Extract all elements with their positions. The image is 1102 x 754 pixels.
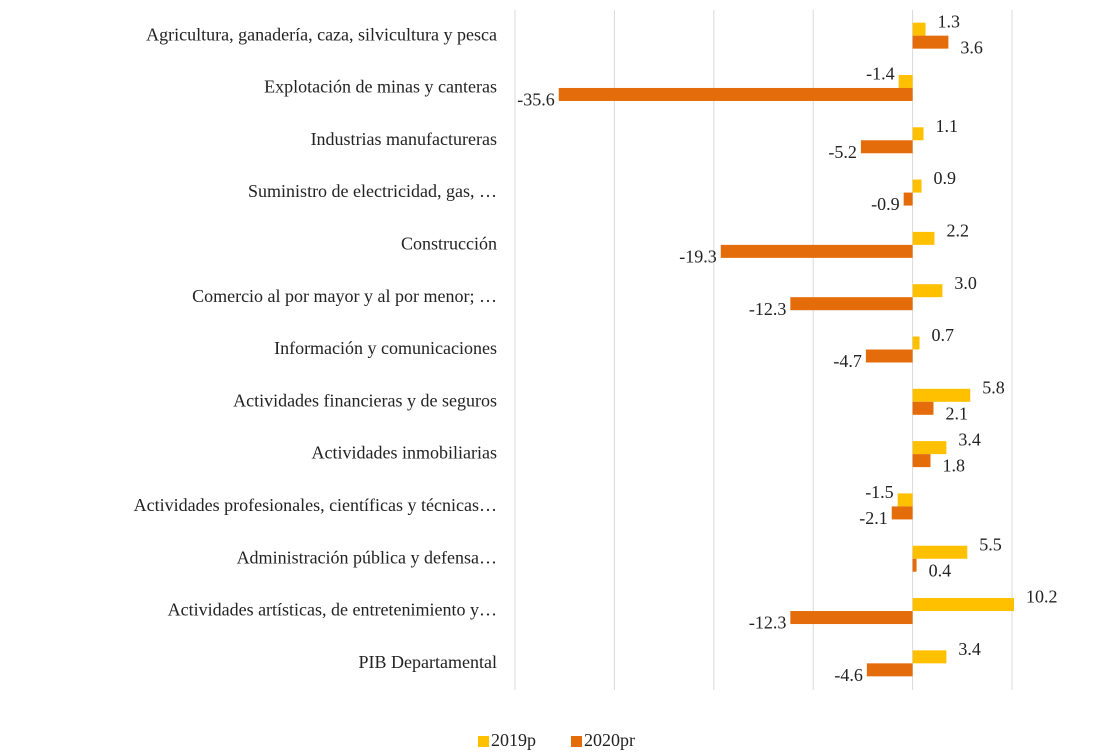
bar [912,598,1014,612]
category-label: Actividades inmobiliarias [312,443,497,463]
bar [865,349,913,363]
bar [912,388,971,402]
value-label: 0.7 [932,325,955,345]
bar [912,401,934,415]
legend-swatch [571,736,582,747]
bar [912,336,920,350]
bar [912,545,968,559]
bar [912,441,947,455]
bar [912,558,917,572]
value-label: -4.6 [834,665,863,685]
value-label: 1.8 [942,456,965,476]
value-label: 3.4 [958,430,981,450]
bar [912,650,947,664]
category-label: Comercio al por mayor y al por menor; … [192,286,497,306]
category-label: Industrias manufactureras [311,129,497,149]
value-label: 5.5 [979,534,1002,554]
legend-label: 2019p [491,730,536,750]
bar [790,611,913,625]
value-label: 1.1 [936,116,959,136]
bar [912,454,931,468]
value-label: -4.7 [833,351,862,371]
bar [912,127,924,141]
value-label: -5.2 [828,142,857,162]
value-label: -0.9 [871,194,900,214]
value-label: 1.3 [938,11,961,31]
bar [860,140,913,154]
bar [903,192,913,206]
bar [912,231,935,245]
bar [558,87,913,101]
value-label: -1.4 [866,64,895,84]
bar [912,35,949,49]
category-label: Actividades artísticas, de entretenimien… [168,600,497,620]
value-label: 2.1 [945,403,968,423]
category-label: Explotación de minas y canteras [264,77,497,97]
value-label: 5.8 [982,377,1005,397]
value-label: 2.2 [946,221,969,241]
category-label: Actividades profesionales, científicas y… [134,495,497,515]
bar [720,244,913,258]
bar [790,297,913,311]
legend-label: 2020pr [584,730,635,750]
legend-swatch [478,736,489,747]
value-label: 10.2 [1026,587,1058,607]
value-label: -19.3 [679,247,717,267]
value-label: 0.4 [929,560,952,580]
bar [912,179,922,193]
category-label: Administración pública y defensa… [237,547,497,567]
category-label: Información y comunicaciones [274,338,497,358]
value-label: 3.4 [958,639,981,659]
value-label: 3.0 [954,273,977,293]
bar [912,22,926,36]
value-label: 3.6 [960,37,983,57]
bar [866,663,913,677]
value-label: -35.6 [517,90,555,110]
value-label: -2.1 [859,508,888,528]
category-label: PIB Departamental [359,652,497,672]
value-label: -1.5 [865,482,894,502]
value-label: 0.9 [934,168,957,188]
bar [898,74,913,88]
value-label: -12.3 [749,613,787,633]
category-label: Agricultura, ganadería, caza, silvicultu… [146,24,497,44]
category-label: Suministro de electricidad, gas, … [248,181,497,201]
bar [891,506,913,520]
bar [897,493,913,507]
category-label: Actividades financieras y de seguros [233,390,497,410]
value-label: -12.3 [749,299,787,319]
category-label: Construcción [401,234,497,254]
bar [912,284,943,298]
